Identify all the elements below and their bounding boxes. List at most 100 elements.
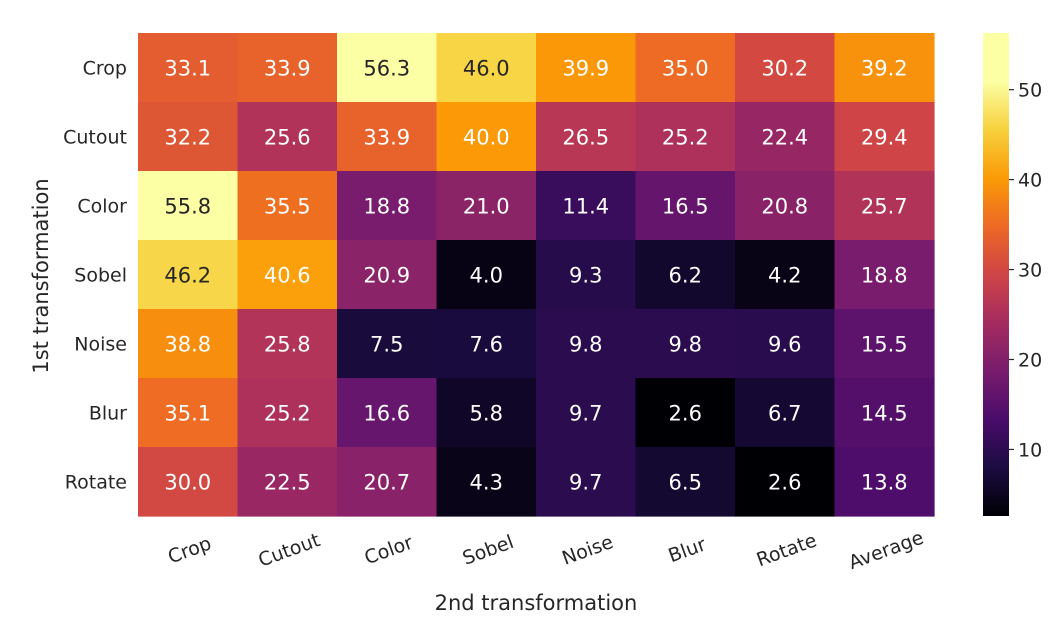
x-tick-label: Color xyxy=(362,531,416,569)
cell-value-label: 33.9 xyxy=(264,57,311,81)
heatmap-cell xyxy=(237,378,338,448)
heatmap-cell xyxy=(635,240,736,310)
heatmap-cell xyxy=(635,33,736,103)
cell-value-label: 40.0 xyxy=(463,126,510,150)
heatmap-cell xyxy=(735,240,836,310)
heatmap-cell xyxy=(436,33,537,103)
heatmap-cell xyxy=(635,102,736,172)
heatmap-cell xyxy=(138,240,239,310)
heatmap-cell xyxy=(237,102,338,172)
heatmap-cell xyxy=(138,171,239,241)
cell-value-label: 5.8 xyxy=(470,402,503,426)
heatmap-cell xyxy=(436,171,537,241)
cell-value-label: 7.5 xyxy=(370,333,403,357)
heatmap-cell xyxy=(337,171,438,241)
heatmap-cell xyxy=(536,33,637,103)
heatmap-cell xyxy=(237,171,338,241)
y-tick-label: Color xyxy=(77,196,127,218)
heatmap-cell xyxy=(337,378,438,448)
x-axis-tick-labels: Crop Cutout Color Sobel Noise Blur Rotate Avera… xyxy=(165,527,927,574)
heatmap-cell xyxy=(834,309,935,379)
cell-value-label: 25.7 xyxy=(861,195,908,219)
cell-value-label: 35.5 xyxy=(264,195,311,219)
heatmap-cell xyxy=(735,447,836,517)
heatmap-cell xyxy=(138,447,239,517)
cell-value-label: 20.7 xyxy=(363,471,410,495)
heatmap-cell xyxy=(436,102,537,172)
cell-value-label: 6.5 xyxy=(669,471,702,495)
cell-value-label: 9.8 xyxy=(569,333,602,357)
cell-value-label: 16.5 xyxy=(662,195,709,219)
cell-value-label: 22.5 xyxy=(264,471,311,495)
x-tick-label: Rotate xyxy=(754,529,820,571)
heatmap-cell-labels: 33.1 33.9 56.3 46.0 39.9 35.0 30.2 39.2 32.2 25.6… xyxy=(164,57,907,495)
cell-value-label: 6.2 xyxy=(669,264,702,288)
y-axis-tick-labels: Crop Cutout Color Sobel Noise Blur Rotate xyxy=(63,58,127,494)
colorbar-tick-label: 50 xyxy=(1018,80,1042,102)
colorbar-tick-label: 20 xyxy=(1018,349,1042,371)
heatmap-cell xyxy=(635,378,736,448)
cell-value-label: 35.0 xyxy=(662,57,709,81)
heatmap-cell xyxy=(536,447,637,517)
heatmap-cells xyxy=(138,33,935,517)
cell-value-label: 20.8 xyxy=(761,195,808,219)
y-tick-label: Rotate xyxy=(65,472,127,494)
cell-value-label: 55.8 xyxy=(164,195,211,219)
cell-value-label: 40.6 xyxy=(264,264,311,288)
cell-value-label: 9.7 xyxy=(569,402,602,426)
cell-value-label: 30.0 xyxy=(164,471,211,495)
cell-value-label: 22.4 xyxy=(761,126,808,150)
cell-value-label: 13.8 xyxy=(861,471,908,495)
heatmap-cell xyxy=(834,447,935,517)
cell-value-label: 26.5 xyxy=(562,126,609,150)
cell-value-label: 25.8 xyxy=(264,333,311,357)
cell-value-label: 6.7 xyxy=(768,402,801,426)
heatmap-cell xyxy=(337,102,438,172)
heatmap-cell xyxy=(536,102,637,172)
heatmap-cell xyxy=(536,309,637,379)
cell-value-label: 38.8 xyxy=(164,333,211,357)
cell-value-label: 2.6 xyxy=(768,471,801,495)
cell-value-label: 14.5 xyxy=(861,402,908,426)
cell-value-label: 15.5 xyxy=(861,333,908,357)
heatmap-cell xyxy=(834,102,935,172)
cell-value-label: 9.8 xyxy=(669,333,702,357)
heatmap-cell xyxy=(834,378,935,448)
y-tick-label: Noise xyxy=(74,334,127,356)
cell-value-label: 4.3 xyxy=(470,471,503,495)
colorbar-ticks: 10 20 30 40 50 xyxy=(1009,80,1042,461)
heatmap-cell xyxy=(735,171,836,241)
cell-value-label: 9.3 xyxy=(569,264,602,288)
cell-value-label: 25.6 xyxy=(264,126,311,150)
x-tick-label: Crop xyxy=(165,532,214,568)
heatmap-cell xyxy=(834,33,935,103)
cell-value-label: 20.9 xyxy=(363,264,410,288)
cell-value-label: 30.2 xyxy=(761,57,808,81)
y-tick-label: Crop xyxy=(83,58,127,80)
cell-value-label: 33.9 xyxy=(363,126,410,150)
cell-value-label: 33.1 xyxy=(164,57,211,81)
cell-value-label: 32.2 xyxy=(164,126,211,150)
colorbar-tick-label: 10 xyxy=(1018,439,1042,461)
heatmap-cell xyxy=(237,33,338,103)
heatmap-cell xyxy=(834,171,935,241)
cell-value-label: 39.9 xyxy=(562,57,609,81)
colorbar xyxy=(983,33,1009,516)
cell-value-label: 39.2 xyxy=(861,57,908,81)
cell-value-label: 25.2 xyxy=(264,402,311,426)
x-tick-label: Sobel xyxy=(460,531,517,570)
cell-value-label: 46.0 xyxy=(463,57,510,81)
heatmap-cell xyxy=(735,102,836,172)
cell-value-label: 18.8 xyxy=(861,264,908,288)
heatmap-cell xyxy=(237,447,338,517)
cell-value-label: 4.2 xyxy=(768,264,801,288)
heatmap-cell xyxy=(337,240,438,310)
heatmap-cell xyxy=(635,309,736,379)
x-axis-label: 2nd transformation xyxy=(435,591,638,615)
heatmap-cell xyxy=(635,447,736,517)
heatmap-cell xyxy=(735,378,836,448)
heatmap-cell xyxy=(436,240,537,310)
heatmap-cell xyxy=(436,447,537,517)
heatmap-cell xyxy=(138,378,239,448)
